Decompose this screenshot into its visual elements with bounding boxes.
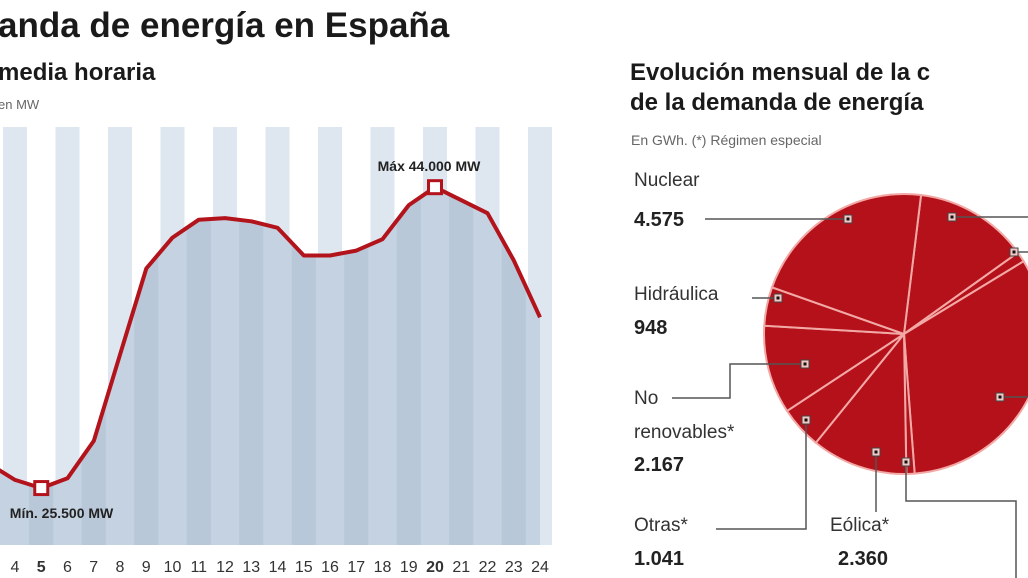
x-tick-label: 24	[531, 559, 549, 576]
slice-marker-dot	[998, 395, 1002, 399]
pie-chart	[763, 193, 1028, 475]
value-nuclear: 4.575	[634, 209, 684, 231]
pie-slice	[770, 193, 923, 336]
label-hidraulica: Hidráulica	[634, 284, 719, 305]
area-stripe	[186, 187, 211, 545]
slice-marker-dot	[803, 362, 807, 366]
main-title: anda de energía en España	[0, 6, 450, 45]
x-tick-label: 10	[164, 559, 182, 576]
value-otras: 1.041	[634, 548, 684, 570]
pie-slice	[902, 259, 1028, 475]
pie-title-line2: de la demanda de energía	[630, 89, 924, 116]
x-axis-ticks: 4 5 6 7 8 9 10 11 12 13 14 15 16 17 18 19 20 21 22 23 24	[11, 559, 549, 576]
x-tick-label: 9	[142, 559, 151, 576]
x-tick-label: 6	[63, 559, 72, 576]
max-label: Máx 44.000 MW	[378, 158, 481, 174]
label-no-renovables-1: No	[634, 388, 658, 409]
x-tick-label: 4	[11, 559, 20, 576]
x-tick-label: 8	[116, 559, 125, 576]
area-stripe	[134, 187, 159, 545]
slice-markers	[773, 212, 1019, 467]
slice-marker-dot	[874, 450, 878, 454]
label-nuclear: Nuclear	[634, 170, 700, 191]
x-tick-label: 16	[321, 559, 339, 576]
x-tick-label: 20	[426, 559, 444, 576]
value-hidraulica: 948	[634, 317, 667, 339]
label-no-renovables-2: renovables*	[634, 422, 735, 443]
slice-marker-dot	[950, 215, 954, 219]
pie-slice	[763, 324, 908, 413]
line-chart-unit: en MW	[0, 97, 40, 112]
leader-bottom-slice	[905, 462, 1017, 578]
max-marker	[427, 179, 443, 196]
x-tick-label: 19	[400, 559, 418, 576]
slice-marker-dot	[904, 460, 908, 464]
slice-marker-dot	[1012, 250, 1016, 254]
x-tick-label: 7	[89, 559, 98, 576]
pie-title-line1: Evolución mensual de la c	[630, 59, 930, 86]
area-stripe	[449, 187, 474, 545]
slice-marker-dot	[804, 418, 808, 422]
label-eolica: Eólica*	[830, 515, 890, 536]
pie-subtitle: En GWh. (*) Régimen especial	[631, 132, 822, 148]
x-tick-label: 23	[505, 559, 523, 576]
line-chart-subtitle: media horaria	[0, 59, 156, 86]
x-tick-label: 17	[347, 559, 365, 576]
x-tick-label: 15	[295, 559, 313, 576]
area-stripe	[501, 187, 526, 545]
pie-slice	[902, 193, 1020, 337]
label-otras: Otras*	[634, 515, 688, 536]
x-tick-label: 14	[269, 559, 287, 576]
pie-slice	[814, 331, 908, 475]
x-tick-label: 21	[452, 559, 470, 576]
area-stripe	[396, 187, 421, 545]
min-marker	[33, 480, 50, 497]
value-no-renovables: 2.167	[634, 454, 684, 476]
leader-lines	[672, 216, 1028, 578]
x-tick-label: 18	[374, 559, 392, 576]
area-stripe	[81, 187, 106, 545]
x-tick-label: 12	[216, 559, 234, 576]
slice-marker-dot	[776, 296, 780, 300]
area-stripe	[291, 187, 316, 545]
demand-line	[0, 185, 542, 491]
area-stripe	[344, 187, 369, 545]
x-tick-label: 22	[479, 559, 497, 576]
min-label: Mín. 25.500 MW	[10, 505, 114, 521]
value-eolica: 2.360	[838, 548, 888, 570]
x-tick-label: 5	[37, 559, 46, 576]
area-stripe	[239, 187, 264, 545]
x-tick-label: 13	[242, 559, 260, 576]
leader-no-renovables	[672, 363, 805, 399]
slice-marker-dot	[846, 217, 850, 221]
leader-otras	[716, 420, 807, 530]
x-tick-label: 11	[190, 559, 207, 576]
